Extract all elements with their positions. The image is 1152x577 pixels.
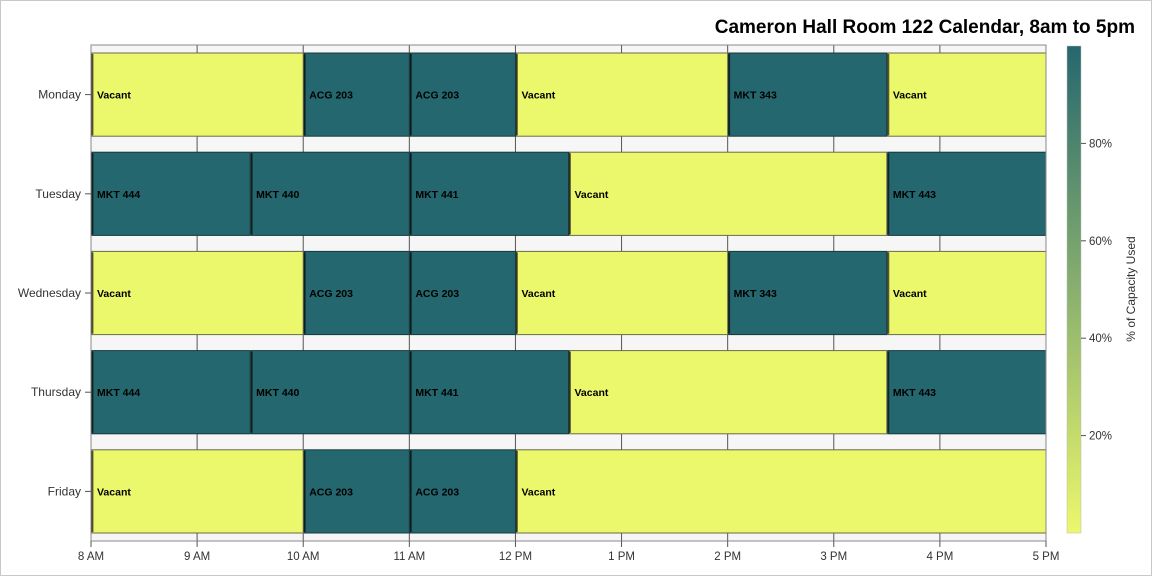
schedule-bar: [887, 151, 1047, 236]
bar-label: ACG 203: [309, 90, 353, 102]
bar-label: Vacant: [97, 486, 131, 498]
schedule-bar: [887, 250, 1047, 336]
bar-label: Vacant: [521, 486, 555, 498]
bar-label: ACG 203: [309, 486, 353, 498]
x-tick-label: 11 AM: [393, 551, 425, 563]
schedule-bars: Vacant ACG 203 ACG 203 Vacant MKT 343 Vacant M…: [91, 52, 1047, 534]
schedule-bar: [303, 449, 410, 534]
bar-label: Vacant: [575, 387, 609, 399]
schedule-bar: [303, 250, 410, 336]
x-tick-label: 5 PM: [1033, 551, 1060, 563]
schedule-bar: [250, 151, 410, 236]
schedule-bar: [515, 250, 729, 336]
schedule-bar: [91, 52, 304, 137]
bar-label: MKT 444: [97, 387, 140, 399]
axes: Monday Tuesday Wednesday Thursday Friday 8 AM…: [18, 44, 1060, 563]
colorbar-gradient: [1066, 45, 1082, 534]
bar-label: Vacant: [97, 288, 131, 300]
bar-label: MKT 343: [734, 288, 777, 300]
x-tick-label: 10 AM: [287, 551, 320, 563]
bar-label: Vacant: [893, 90, 927, 102]
schedule-bar: [515, 52, 729, 137]
bar-label: MKT 444: [97, 189, 140, 201]
y-tick-label: Friday: [48, 484, 81, 498]
schedule-bar: [409, 350, 570, 435]
bar-label: ACG 203: [415, 486, 459, 498]
bar-label: MKT 343: [734, 90, 777, 102]
schedule-bar: [409, 250, 516, 336]
schedule-bar: [303, 52, 410, 137]
capacity-colorbar: 20% 40% 60% 80% % of Capacity Used: [1066, 45, 1138, 534]
bar-label: MKT 443: [893, 387, 936, 399]
bar-label: Vacant: [575, 189, 609, 201]
bar-label: ACG 203: [415, 288, 459, 300]
y-tick-label: Thursday: [31, 385, 81, 399]
bar-label: Vacant: [97, 90, 131, 102]
schedule-bar: [409, 151, 570, 236]
bar-label: MKT 440: [256, 189, 299, 201]
schedule-bar: [91, 250, 304, 336]
schedule-bar: [409, 52, 516, 137]
schedule-bar: [569, 151, 888, 236]
bar-label: MKT 440: [256, 387, 299, 399]
schedule-bar: [250, 350, 410, 435]
colorbar-tick-label: 40%: [1089, 333, 1112, 345]
bar-label: Vacant: [893, 288, 927, 300]
bar-label: Vacant: [521, 90, 555, 102]
schedule-bar: [91, 449, 304, 534]
bar-label: MKT 443: [893, 189, 936, 201]
schedule-bar: [728, 250, 888, 336]
schedule-bar: [887, 350, 1047, 435]
y-tick-label: Tuesday: [35, 187, 81, 201]
bar-label: ACG 203: [309, 288, 353, 300]
colorbar-label: % of Capacity Used: [1124, 236, 1138, 341]
x-tick-label: 12 PM: [499, 551, 532, 563]
x-tick-label: 9 AM: [184, 551, 210, 563]
schedule-bar: [728, 52, 888, 137]
x-tick-label: 8 AM: [78, 551, 104, 563]
colorbar-tick-label: 60%: [1089, 236, 1112, 248]
bar-label: ACG 203: [415, 90, 459, 102]
bar-label: Vacant: [521, 288, 555, 300]
schedule-bar: [91, 350, 251, 435]
y-tick-label: Wednesday: [18, 286, 81, 300]
x-tick-label: 4 PM: [926, 551, 953, 563]
colorbar-tick-label: 80%: [1089, 138, 1112, 150]
schedule-bar: [91, 151, 251, 236]
x-tick-label: 2 PM: [714, 551, 741, 563]
y-tick-label: Monday: [38, 88, 81, 102]
x-tick-label: 3 PM: [820, 551, 847, 563]
chart-title: Cameron Hall Room 122 Calendar, 8am to 5…: [715, 17, 1135, 38]
schedule-bar: [569, 350, 888, 435]
bar-label: MKT 441: [415, 189, 458, 201]
x-tick-label: 1 PM: [608, 551, 635, 563]
bar-label: MKT 441: [415, 387, 458, 399]
colorbar-tick-label: 20%: [1089, 431, 1112, 443]
schedule-bar: [409, 449, 516, 534]
schedule-bar: [515, 449, 1047, 534]
